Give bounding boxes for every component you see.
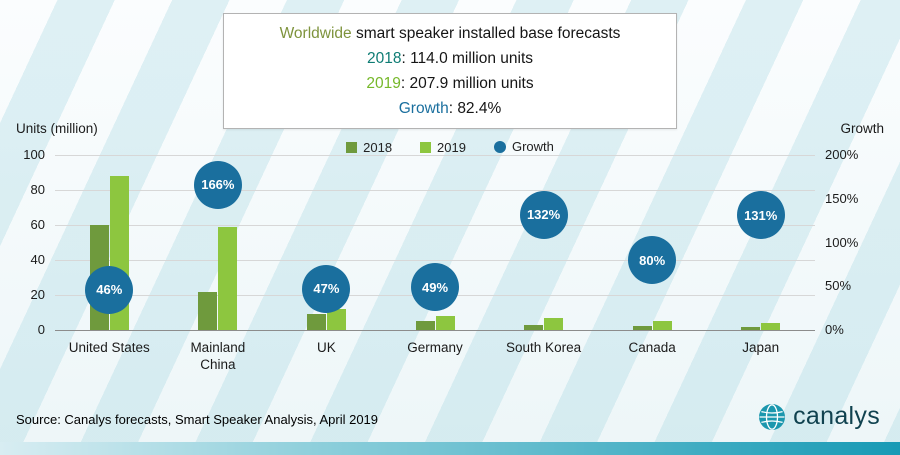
growth-bubble-mainland-china: 166% <box>193 160 242 209</box>
growth-bubble-canada: 80% <box>628 236 677 284</box>
bar-2019-south-korea <box>544 317 564 330</box>
gridline <box>55 330 815 331</box>
bar-2018-south-korea <box>524 324 544 330</box>
left-axis-tick: 60 <box>30 217 45 232</box>
title-line-2-rest: : 114.0 million units <box>401 50 533 67</box>
bar-2018-uk <box>306 314 326 330</box>
growth-bubble-japan: 131% <box>736 191 785 240</box>
category-label-united-states: United States <box>68 340 150 355</box>
category-label-uk: UK <box>317 340 336 355</box>
bar-2018-germany <box>415 321 435 330</box>
title-growth-label: Growth <box>398 100 449 117</box>
legend-label: 2018 <box>363 139 393 155</box>
left-axis-tick: 0 <box>37 322 45 337</box>
left-axis-tick: 80 <box>30 182 45 197</box>
left-axis-tick: 20 <box>30 287 45 302</box>
gridline <box>55 225 815 226</box>
right-axis-tick: 200% <box>825 147 859 162</box>
category-label-japan: Japan <box>742 340 780 355</box>
gridline <box>55 155 815 156</box>
right-axis-title: Growth <box>840 121 884 136</box>
bar-2018-japan <box>741 326 761 330</box>
legend-marker-square <box>346 141 358 153</box>
growth-bubble-united-states: 46% <box>85 265 134 314</box>
left-axis-title: Units (million) <box>16 121 98 136</box>
plot-area: 0 20 40 60 80 100 0% 50% 100% 150% 200% United Stat… <box>23 147 858 372</box>
legend-label: 2019 <box>437 139 466 155</box>
bar-2018-mainland-china <box>198 291 218 330</box>
legend: 2018 2019 Growth <box>0 139 900 158</box>
left-axis-tick: 100 <box>23 147 45 162</box>
canalys-logo: canalys <box>758 402 880 431</box>
chart-title-box: Worldwide smart speaker installed base f… <box>223 13 677 129</box>
gridline <box>55 190 815 191</box>
title-line-4-rest: : 82.4% <box>448 100 502 117</box>
right-axis-tick: 100% <box>825 234 859 250</box>
canalys-globe-icon <box>759 403 786 430</box>
title-line-3-rest: : 207.9 million units <box>400 75 534 92</box>
legend-item-2018: 2018 <box>346 140 392 155</box>
title-line-1: Worldwide smart speaker installed base f… <box>232 21 668 46</box>
bar-2019-canada <box>652 321 672 330</box>
title-line-2: 2018: 114.0 million units <box>232 46 668 71</box>
bar-2019-uk <box>326 309 346 330</box>
title-line-3: 2019: 207.9 million units <box>232 71 668 96</box>
bar-2019-mainland-china <box>218 226 238 330</box>
bar-2018-canada <box>632 325 652 330</box>
growth-bubble-uk: 47% <box>302 264 351 313</box>
legend-item-2019: 2019 <box>420 140 466 155</box>
bar-2019-japan <box>761 323 781 330</box>
right-axis-tick: 50% <box>825 278 852 294</box>
source-text: Source: Canalys forecasts, Smart Speaker… <box>16 412 379 427</box>
growth-bubble-germany: 49% <box>411 263 459 312</box>
category-label-mainland-china: Mainland China <box>190 340 246 372</box>
growth-bubble-south-korea: 132% <box>519 190 568 239</box>
title-line-4: Growth: 82.4% <box>232 96 668 121</box>
right-axis-tick: 0% <box>825 322 844 337</box>
category-label-germany: Germany <box>407 340 463 355</box>
category-label-south-korea: South Korea <box>506 340 582 355</box>
title-line-1-rest: smart speaker installed base forecasts <box>351 25 621 42</box>
legend-item-growth: Growth <box>493 139 554 154</box>
legend-marker-square <box>420 141 432 153</box>
gridline <box>55 260 815 261</box>
bottom-teal-bar <box>0 442 900 455</box>
category-label-canada: Canada <box>628 340 676 355</box>
right-axis-tick: 150% <box>825 190 859 206</box>
bar-2019-germany <box>435 316 455 330</box>
title-2019-label: 2019 <box>366 75 401 92</box>
canalys-wordmark: canalys <box>793 402 880 430</box>
title-worldwide-highlight: Worldwide <box>279 25 352 42</box>
legend-label: Growth <box>511 139 554 154</box>
legend-marker-circle <box>493 140 506 153</box>
left-axis-tick: 40 <box>30 252 45 267</box>
title-2018-label: 2018 <box>366 50 402 67</box>
